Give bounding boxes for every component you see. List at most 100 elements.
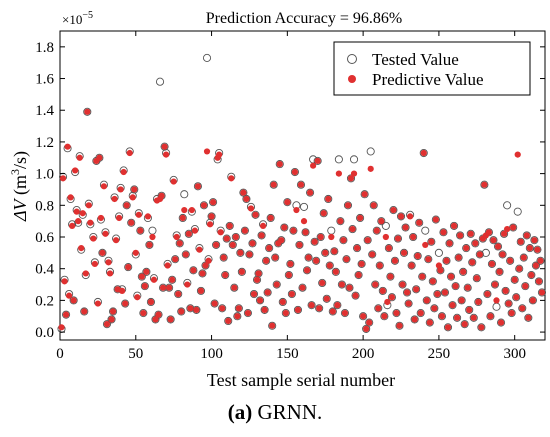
predictive-value-point: [514, 151, 521, 158]
predictive-value-point: [364, 237, 371, 244]
predictive-value-point: [219, 305, 226, 312]
y-tick-label: 1.0: [35, 167, 54, 183]
predictive-value-point: [123, 202, 130, 209]
tested-value-point: [375, 261, 384, 270]
predictive-value-point: [422, 241, 429, 249]
tested-value-point: [419, 148, 428, 158]
tested-value-point: [302, 266, 312, 275]
tested-value-point: [209, 198, 218, 207]
predictive-value-point: [435, 262, 443, 269]
tested-value-point: [287, 289, 296, 299]
tested-value-point: [322, 294, 331, 303]
predictive-value-point: [507, 257, 514, 264]
predictive-value-point: [179, 214, 186, 222]
predictive-value-point: [340, 237, 347, 244]
predictive-value-point: [96, 154, 103, 161]
x-axis-label: Test sample serial number: [207, 370, 395, 390]
tested-value-point: [351, 291, 360, 300]
predictive-value-point: [131, 186, 138, 193]
predictive-value-point: [413, 286, 420, 293]
predictive-value-point: [466, 306, 473, 313]
tested-value-point: [528, 296, 537, 305]
predictive-value-point: [173, 233, 180, 241]
predictive-value-point: [58, 324, 65, 331]
predictive-value-point: [294, 306, 302, 313]
predictive-value-point: [343, 256, 350, 263]
predictive-value-point: [193, 306, 200, 313]
predictive-value-point: [122, 300, 129, 307]
predictive-value-point: [149, 233, 156, 241]
tested-value-point: [483, 289, 492, 299]
tested-value-point: [293, 305, 303, 314]
predictive-value-point: [220, 254, 227, 261]
tested-value-point: [321, 248, 330, 257]
tested-value-point: [237, 267, 246, 276]
tested-value-point: [519, 253, 528, 262]
predictive-value-point: [181, 206, 188, 214]
predictive-value-point: [384, 298, 391, 306]
predictive-value-point: [225, 317, 232, 325]
predictive-value-point: [223, 235, 230, 242]
predictive-value-point: [67, 194, 74, 201]
predictive-value-point: [475, 298, 482, 306]
predictive-value-point: [344, 202, 352, 209]
predictive-value-point: [278, 237, 285, 244]
tested-value-point: [177, 307, 186, 316]
tested-value-point: [387, 293, 396, 302]
predictive-value-point: [197, 287, 205, 294]
predictive-value-point: [407, 213, 414, 220]
tested-value-point: [212, 240, 221, 249]
predictive-value-point: [167, 316, 174, 323]
predictive-value-point: [367, 165, 374, 172]
predictive-value-point: [147, 298, 155, 306]
tested-value-point: [230, 283, 239, 292]
predictive-value-point: [228, 175, 235, 182]
predictive-value-point: [510, 224, 517, 231]
tested-value-point: [365, 318, 374, 327]
x-tick-label: 50: [128, 346, 143, 362]
predictive-value-point: [484, 290, 491, 298]
predictive-value-point: [538, 289, 546, 296]
tested-value-point: [80, 307, 89, 316]
predictive-value-point: [532, 262, 540, 269]
predictive-value-point: [469, 259, 476, 266]
tested-value-point: [353, 244, 362, 253]
predictive-value-point: [284, 199, 291, 206]
predictive-value-point: [529, 297, 536, 304]
tested-value-point: [456, 231, 465, 240]
predictive-value-point: [323, 295, 330, 302]
tested-value-point: [513, 207, 522, 216]
caption-label: (a): [227, 400, 253, 424]
predictive-value-point: [70, 297, 77, 304]
tested-value-point: [98, 248, 107, 257]
tested-value-point: [301, 228, 310, 237]
tested-value-point: [175, 239, 184, 248]
predictive-value-point: [325, 195, 332, 203]
tested-value-point: [283, 198, 292, 207]
predictive-value-point: [394, 235, 402, 242]
predictive-value-point: [472, 240, 479, 247]
predictive-value-point: [393, 309, 400, 317]
predictive-value-point: [535, 278, 543, 285]
tested-value-point: [536, 256, 545, 265]
tested-value-point: [404, 299, 413, 308]
predictive-value-point: [379, 287, 386, 294]
predictive-value-point: [249, 240, 256, 247]
predictive-value-point: [356, 214, 364, 222]
predictive-value-point: [338, 281, 346, 288]
y-tick-label: 1.4: [35, 103, 54, 119]
predictive-value-point: [517, 238, 524, 245]
tested-value-point: [343, 201, 353, 210]
predictive-value-point: [322, 249, 329, 256]
predictive-value-point: [231, 284, 238, 291]
predictive-value-point: [285, 271, 292, 279]
tested-value-point: [356, 213, 365, 223]
tested-value-point: [210, 299, 219, 308]
predictive-value-point: [463, 244, 470, 252]
predictive-value-point: [240, 189, 247, 196]
predictive-value-point: [256, 297, 264, 304]
predictive-value-point: [119, 287, 126, 294]
predictive-value-point: [258, 232, 265, 239]
tested-value-point: [349, 155, 359, 164]
predictive-value-point: [420, 149, 427, 157]
